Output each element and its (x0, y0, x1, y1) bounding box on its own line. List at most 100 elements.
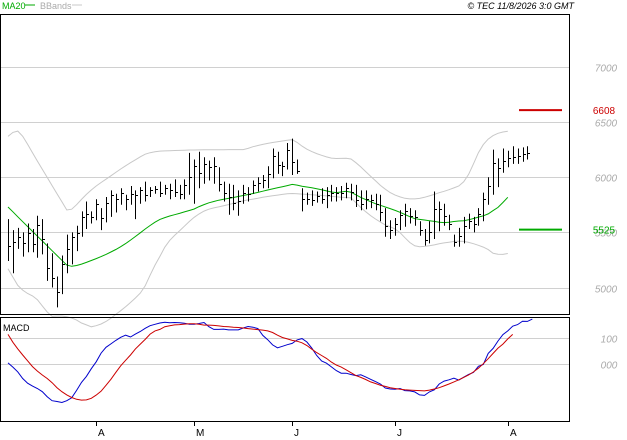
bbands-legend-label: BBands (40, 1, 72, 11)
price-bar (405, 203, 408, 227)
price-bar (371, 194, 374, 209)
price-y-tick-label: 5000 (595, 285, 618, 296)
price-bar (72, 232, 75, 265)
price-panel: 7000 6500 6000 5500 5000 6608 5525 (0, 14, 618, 328)
price-bar (126, 194, 129, 211)
price-bar (429, 221, 432, 244)
price-bar (238, 190, 241, 216)
price-bar (121, 188, 124, 205)
price-bar (243, 184, 246, 204)
price-bar (248, 187, 251, 202)
price-bar (23, 232, 26, 257)
price-bar (454, 234, 457, 247)
price-bar (28, 223, 31, 253)
price-bar (390, 220, 393, 239)
price-bar (204, 157, 207, 184)
macd-panel-title: MACD (3, 323, 30, 333)
price-bar (33, 229, 36, 253)
price-bar (135, 190, 138, 220)
copyright-text: © TEC 11/8/2026 3:0 GMT (467, 1, 575, 11)
price-bar (37, 215, 40, 258)
x-tick-label: M (196, 428, 204, 439)
price-bar (434, 191, 437, 239)
x-tick-label: A (98, 428, 105, 439)
price-bar (336, 187, 339, 202)
price-bar (523, 147, 526, 162)
price-bar (420, 221, 423, 236)
price-bar (165, 184, 168, 195)
price-bar (263, 175, 266, 189)
price-panel-border (0, 14, 570, 315)
price-bar (194, 159, 197, 204)
price-bar (184, 179, 187, 200)
chart-header: MA20 BBands © TEC 11/8/2026 3:0 GMT (2, 1, 575, 11)
price-bar (282, 161, 285, 177)
price-bar (459, 227, 462, 247)
price-bar (351, 183, 354, 201)
macd-gridlines (1, 338, 569, 365)
price-bar (116, 193, 119, 213)
macd-panel-border (0, 317, 570, 422)
resistance-level-label: 6608 (593, 106, 616, 117)
price-bar (527, 146, 530, 160)
price-bar (444, 203, 447, 226)
price-y-tick-label: 7000 (595, 64, 618, 75)
bbands-upper-line (7, 130, 508, 211)
price-levels: 6608 5525 (519, 106, 616, 237)
price-bar (331, 184, 334, 202)
price-bar (150, 187, 153, 197)
price-bar (199, 151, 202, 189)
price-bar (47, 243, 50, 281)
x-tick-label: A (510, 428, 517, 439)
price-bar (131, 186, 134, 205)
price-bar (233, 184, 236, 211)
price-bar (518, 148, 521, 164)
price-bar (101, 208, 104, 231)
price-bar (361, 190, 364, 211)
price-bar (77, 225, 80, 252)
macd-y-tick-label: 000 (601, 361, 618, 372)
price-y-axis: 7000 6500 6000 5500 5000 (595, 64, 618, 296)
price-bar (376, 193, 379, 211)
price-bar (493, 149, 496, 195)
price-bar (395, 218, 398, 236)
price-bar (312, 190, 315, 206)
price-bar (214, 157, 217, 184)
price-y-tick-label: 6500 (595, 119, 618, 130)
price-bar (160, 181, 163, 197)
price-bar (439, 201, 442, 232)
price-bar (464, 216, 467, 244)
price-bar (111, 190, 114, 217)
macd-y-axis: 100 000 (601, 335, 618, 372)
price-bar (91, 211, 94, 224)
macd-panel: 100 000 MACD (0, 317, 618, 422)
price-bar (145, 181, 148, 202)
price-bar (278, 151, 281, 174)
price-bar (57, 276, 60, 308)
price-bar (415, 210, 418, 226)
price-bar (273, 148, 276, 179)
macd-signal-line (7, 323, 514, 401)
price-bar (474, 216, 477, 233)
macd-y-tick-label: 100 (601, 335, 618, 346)
price-bar (170, 183, 173, 200)
price-bar (224, 181, 227, 202)
price-bar (292, 138, 295, 175)
price-bar (297, 159, 300, 174)
price-bar (86, 201, 89, 229)
price-bar (140, 187, 143, 204)
price-gridlines (1, 67, 569, 289)
price-bar (189, 152, 192, 195)
price-bar (317, 191, 320, 203)
price-bar (366, 190, 369, 210)
price-bar (410, 208, 413, 224)
price-bars (8, 138, 530, 308)
price-bar (307, 192, 310, 205)
price-bar (385, 208, 388, 237)
price-bar (96, 199, 99, 221)
price-bar (209, 160, 212, 181)
ma20-legend-label: MA20 (2, 1, 26, 11)
price-bar (356, 184, 359, 207)
price-bar (513, 146, 516, 164)
